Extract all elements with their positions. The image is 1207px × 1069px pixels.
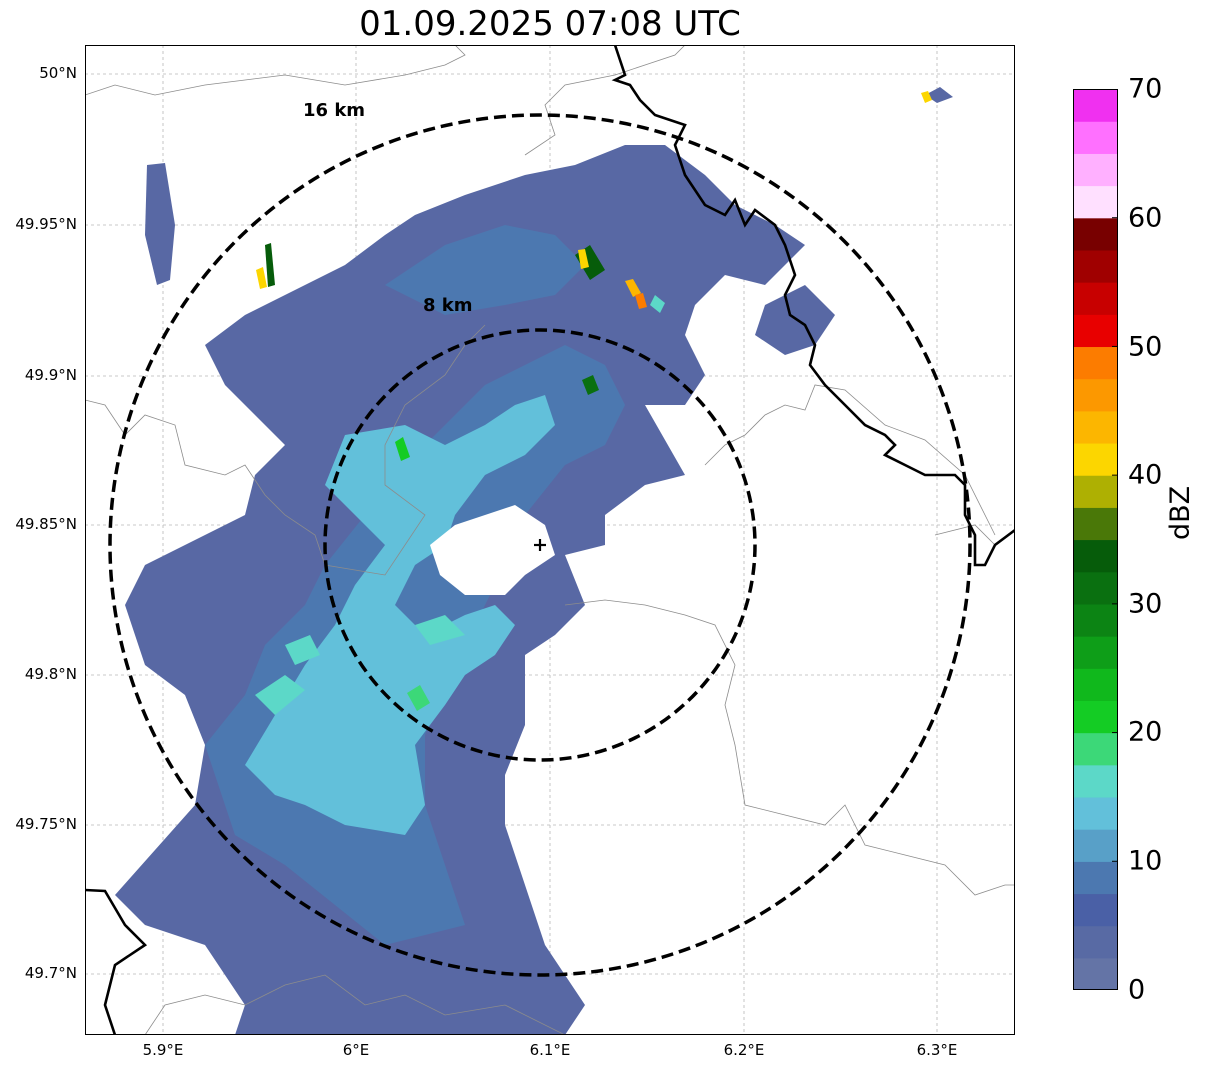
echo-cyan-patch-4 — [650, 295, 665, 313]
echo-yellow-4 — [921, 91, 932, 103]
colorbar-segment — [1073, 475, 1118, 508]
colorbar-segment — [1073, 732, 1118, 766]
echo-weak-far-ne — [925, 87, 953, 103]
colorbar-tick-10: 10 — [1128, 845, 1163, 877]
lat-label-49-95: 49.95°N — [15, 215, 77, 233]
echo-yellow-3 — [625, 279, 641, 297]
echo-void — [430, 505, 555, 595]
echo-yellow-2 — [578, 249, 589, 269]
lat-label-49-7: 49.7°N — [24, 964, 77, 982]
colorbar-segment — [1073, 893, 1118, 927]
ring-label-16km: 16 km — [303, 100, 366, 121]
echo-light-n — [385, 225, 585, 315]
colorbar-segment — [1073, 668, 1118, 701]
echo-orange — [635, 293, 647, 309]
colorbar-segment — [1073, 442, 1118, 476]
colorbar-tick-40: 40 — [1128, 459, 1163, 491]
colorbar-segment — [1073, 249, 1118, 283]
echo-cyan-patch-1 — [255, 675, 305, 715]
lon-label-6-3: 6.3°E — [916, 1041, 958, 1059]
colorbar-tick-30: 30 — [1128, 588, 1163, 620]
colorbar-tick-60: 60 — [1128, 202, 1163, 234]
colorbar-segment — [1073, 346, 1118, 380]
colorbar-segment — [1073, 957, 1118, 991]
colorbar-segment — [1073, 603, 1118, 637]
colorbar-segment — [1073, 217, 1118, 251]
colorbar-segment — [1073, 89, 1118, 122]
echo-cyan-patch-2 — [415, 615, 465, 645]
colorbar-segment — [1073, 700, 1118, 734]
lon-label-6-2: 6.2°E — [723, 1041, 765, 1059]
colorbar-segment — [1073, 636, 1118, 669]
echo-green-1 — [395, 437, 410, 461]
lat-label-49-8: 49.8°N — [24, 665, 77, 683]
lat-label-49-85: 49.85°N — [15, 515, 77, 533]
colorbar-segment — [1073, 829, 1118, 862]
colorbar-segment — [1073, 185, 1118, 219]
colorbar-unit-label: dBZ — [1165, 485, 1196, 540]
map-title: 01.09.2025 07:08 UTC — [359, 4, 741, 44]
lon-label-5-9: 5.9°E — [142, 1041, 184, 1059]
radar-site-marker — [534, 539, 546, 551]
colorbar-segment — [1073, 314, 1118, 348]
lon-label-6: 6°E — [342, 1041, 370, 1059]
echo-weak-ne — [755, 285, 835, 355]
echo-darkgreen-3 — [265, 243, 275, 287]
colorbar — [1073, 88, 1118, 991]
colorbar-frame — [1073, 89, 1118, 990]
colorbar-segment — [1073, 121, 1118, 154]
lon-label-6-1: 6.1°E — [529, 1041, 571, 1059]
colorbar-segment — [1073, 796, 1118, 830]
range-ring-8km — [323, 328, 757, 762]
lat-label-50: 50°N — [39, 64, 77, 82]
colorbar-segment — [1073, 764, 1118, 798]
country-border — [85, 45, 1015, 1035]
colorbar-segment — [1073, 571, 1118, 605]
echo-moderate — [245, 395, 555, 835]
echo-yellow-1 — [256, 267, 267, 289]
echo-darkgreen-2 — [582, 375, 599, 395]
echo-cyan-patch-3 — [285, 635, 320, 665]
lat-label-49-75: 49.75°N — [15, 815, 77, 833]
colorbar-segment — [1073, 539, 1118, 573]
colorbar-tick-50: 50 — [1128, 331, 1163, 363]
colorbar-segment — [1073, 153, 1118, 187]
colorbar-segment — [1073, 410, 1118, 444]
colorbar-segment — [1073, 925, 1118, 959]
colorbar-segment — [1073, 861, 1118, 895]
reflectivity-echoes — [115, 87, 953, 1035]
colorbar-segment — [1073, 378, 1118, 412]
echo-green-2 — [407, 685, 430, 711]
colorbar-tick-0: 0 — [1128, 974, 1146, 1006]
echo-weak-nw — [145, 163, 175, 285]
range-ring-16km — [108, 113, 972, 977]
admin-boundaries — [85, 45, 1015, 1035]
colorbar-segment — [1073, 282, 1118, 315]
colorbar-tick-20: 20 — [1128, 716, 1163, 748]
ring-label-8km: 8 km — [423, 295, 473, 316]
colorbar-segment — [1073, 507, 1118, 541]
lat-label-49-9: 49.9°N — [24, 366, 77, 384]
colorbar-tick-70: 70 — [1128, 73, 1163, 105]
radar-map[interactable] — [85, 45, 1015, 1035]
